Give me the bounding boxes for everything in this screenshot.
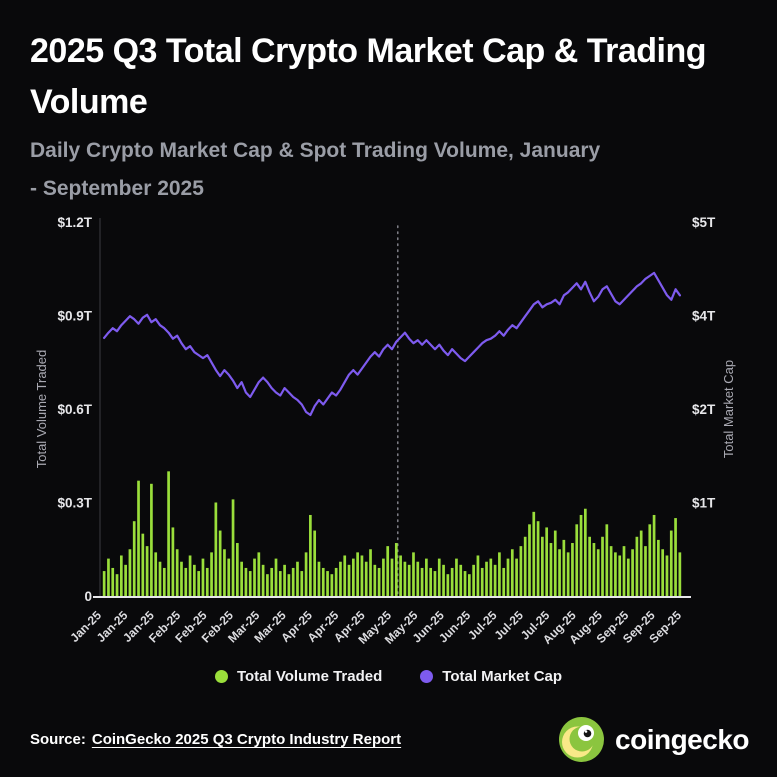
coingecko-logo-icon xyxy=(559,717,605,762)
source-line: Source: CoinGecko 2025 Q3 Crypto Industry… xyxy=(30,731,401,748)
combo-chart: Total Volume Traded Total Market Cap $1.2T… xyxy=(34,215,736,647)
svg-text:Total Volume Traded: Total Volume Traded xyxy=(34,349,49,468)
brand-name: coingecko xyxy=(615,723,749,755)
svg-text:$1.2T: $1.2T xyxy=(57,215,92,230)
svg-text:Jul-25: Jul-25 xyxy=(492,608,527,643)
svg-text:$2T: $2T xyxy=(692,402,716,417)
source-label: Source: xyxy=(30,731,86,748)
svg-text:$0.9T: $0.9T xyxy=(57,308,92,323)
legend-item-volume: Total Volume Traded xyxy=(214,667,383,685)
volume-legend-label: Total Volume Traded xyxy=(236,667,383,685)
chart-legend: Total Volume Traded Total Market Cap xyxy=(30,668,747,685)
source-link[interactable]: CoinGecko 2025 Q3 Crypto Industry Report xyxy=(91,731,402,748)
coingecko-brand: coingecko xyxy=(558,716,749,763)
svg-text:$0.6T: $0.6T xyxy=(57,402,92,417)
legend-item-marketcap: Total Market Cap xyxy=(420,668,562,685)
svg-text:Jul-25: Jul-25 xyxy=(465,608,500,643)
svg-text:$5T: $5T xyxy=(692,215,716,230)
svg-text:$1T: $1T xyxy=(692,495,716,510)
marketcap-legend-label: Total Market Cap xyxy=(442,667,563,685)
svg-text:$0.3T: $0.3T xyxy=(57,495,92,510)
svg-text:$4T: $4T xyxy=(692,308,716,323)
svg-text:0: 0 xyxy=(84,589,92,604)
footer: Source: CoinGecko 2025 Q3 Crypto Industry… xyxy=(30,716,749,763)
chart-area: Total Volume Traded Total Market Cap $1.2T… xyxy=(30,214,747,666)
svg-text:Total Market Cap: Total Market Cap xyxy=(721,359,736,457)
volume-legend-dot xyxy=(214,669,228,683)
page-subtitle: Daily Crypto Market Cap & Spot Trading V… xyxy=(30,139,601,200)
marketcap-legend-dot xyxy=(420,669,434,683)
page-title: 2025 Q3 Total Crypto Market Cap & Tradin… xyxy=(30,32,707,121)
